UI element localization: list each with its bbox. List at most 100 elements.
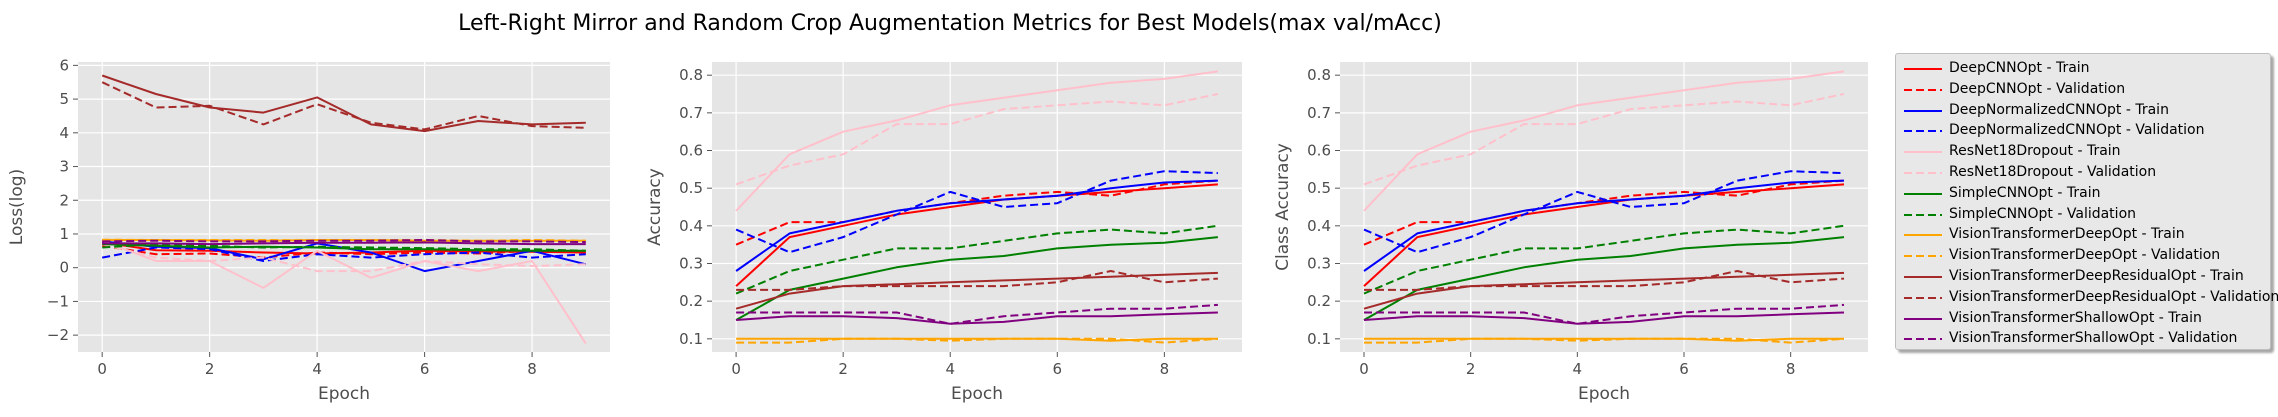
series-line-resnet18dropout-train <box>735 70 1219 212</box>
y-tick-label: −1 <box>47 292 69 310</box>
y-tick-label: 0.7 <box>679 104 703 122</box>
y-tick-label: 0.8 <box>1307 66 1331 84</box>
legend-label: DeepNormalizedCNNOpt - Validation <box>1949 122 2205 139</box>
x-tick-label: 2 <box>205 360 215 378</box>
legend-item: DeepNormalizedCNNOpt - Validation <box>1896 121 2272 141</box>
series-line-visiontransformershallowopt-validation <box>736 303 1218 325</box>
y-axis-label: Accuracy <box>645 168 665 246</box>
series-line-visiontransformerdeepopt-validation <box>736 337 1218 344</box>
legend-item: VisionTransformerDeepOpt - Validation <box>1896 246 2272 266</box>
legend-swatch <box>1904 109 1942 112</box>
subplots: 0 2 4 6 8 −2 −1 0 1 2 3 4 5 6 Epoch Loss(log) 0 2 4 6 8 0.1 0.… <box>7 56 1868 404</box>
series-line-visiontransformershallowopt-validation <box>1364 303 1845 325</box>
series-line-visiontransformershallowopt-train <box>102 241 586 246</box>
x-tick-label: 8 <box>1160 360 1170 378</box>
x-tick-label: 4 <box>945 360 955 378</box>
legend-label: VisionTransformerShallowOpt - Validation <box>1949 330 2238 347</box>
subplot-accuracy: 0 2 4 6 8 0.1 0.2 0.3 0.4 0.5 0.6 0.7 0.8 Epoch Accura… <box>645 62 1242 404</box>
x-tick-label: 8 <box>527 360 537 378</box>
y-tick-label: 0.4 <box>1307 217 1331 235</box>
legend-swatch <box>1904 172 1942 174</box>
legend-item: VisionTransformerShallowOpt - Validation <box>1896 329 2272 349</box>
plot-area <box>712 62 1242 352</box>
y-tick-label: 0.1 <box>1307 330 1331 348</box>
x-axis-label: Epoch <box>318 384 370 404</box>
subplot-loss-log-: 0 2 4 6 8 −2 −1 0 1 2 3 4 5 6 Epoch Loss(log) <box>7 56 610 404</box>
legend-swatch <box>1904 276 1942 278</box>
series-line-simplecnnopt-validation <box>1363 224 1845 295</box>
legend-item: VisionTransformerShallowOpt - Train <box>1896 309 2272 329</box>
x-axis-label: Epoch <box>951 384 1003 404</box>
y-axis-label: Loss(log) <box>7 169 27 245</box>
y-tick-label: 0.8 <box>679 66 703 84</box>
legend-item: DeepCNNOpt - Validation <box>1896 80 2272 100</box>
y-tick-label: 2 <box>59 191 69 209</box>
series-line-visiontransformershallowopt-validation <box>102 239 586 244</box>
legend-swatch <box>1904 296 1942 299</box>
legend-label: SimpleCNNOpt - Validation <box>1949 205 2137 222</box>
series-line-deepcnnopt-validation <box>102 244 586 259</box>
series-line-deepnormalizedcnnopt-train <box>735 179 1218 272</box>
x-axis-label: Epoch <box>1578 384 1630 404</box>
y-tick-label: 0.1 <box>679 330 703 348</box>
legend-label: ResNet18Dropout - Train <box>1949 143 2121 160</box>
y-tick-label: 0.7 <box>1307 104 1331 122</box>
series-line-deepnormalizedcnnopt-validation <box>735 170 1218 254</box>
series-line-resnet18dropout-validation <box>101 243 586 273</box>
y-tick-label: 0.3 <box>1307 254 1331 272</box>
legend-item: DeepCNNOpt - Train <box>1896 59 2272 79</box>
x-tick-label: 4 <box>312 360 322 378</box>
legend-swatch <box>1904 317 1942 320</box>
series-line-resnet18dropout-train <box>1363 70 1845 212</box>
series-line-visiontransformerdeepopt-validation <box>1364 337 1845 344</box>
series-line-visiontransformershallowopt-train <box>736 311 1218 325</box>
series-line-visiontransformerdeepresidualopt-validation <box>1364 270 1845 291</box>
series-line-deepcnnopt-train <box>1363 183 1845 287</box>
legend-item: VisionTransformerDeepOpt - Train <box>1896 225 2272 245</box>
legend-swatch <box>1904 130 1942 133</box>
legend-item: VisionTransformerDeepResidualOpt - Valid… <box>1896 288 2278 308</box>
legend-label: DeepCNNOpt - Train <box>1949 60 2090 76</box>
x-tick-label: 8 <box>1786 360 1796 378</box>
y-tick-label: 5 <box>59 90 69 108</box>
x-tick-label: 0 <box>731 360 741 378</box>
y-tick-label: 0.6 <box>679 142 703 160</box>
y-tick-label: 0.3 <box>679 254 703 272</box>
legend-item: DeepNormalizedCNNOpt - Train <box>1896 101 2272 121</box>
y-axis-label: Class Accuracy <box>1273 143 1293 271</box>
legend-swatch <box>1904 68 1942 70</box>
legend-swatch <box>1904 213 1942 216</box>
series-line-resnet18dropout-validation <box>735 93 1219 186</box>
y-tick-label: 3 <box>59 158 69 176</box>
series-line-deepnormalizedcnnopt-validation <box>102 246 586 262</box>
legend-label: VisionTransformerDeepOpt - Validation <box>1949 247 2221 264</box>
y-tick-label: 1 <box>59 225 69 243</box>
legend-swatch <box>1904 151 1942 154</box>
series-line-simplecnnopt-train <box>735 236 1219 321</box>
legend-label: VisionTransformerDeepResidualOpt - Train <box>1949 268 2244 284</box>
y-tick-label: 0.5 <box>1307 179 1331 197</box>
series-line-simplecnnopt-train <box>102 243 586 252</box>
legend-label: SimpleCNNOpt - Train <box>1949 184 2101 201</box>
plot-area <box>78 62 610 352</box>
series-line-simplecnnopt-train <box>1363 236 1845 321</box>
series-line-deepnormalizedcnnopt-validation <box>1363 170 1845 254</box>
legend-swatch <box>1904 255 1942 258</box>
legend-item: SimpleCNNOpt - Train <box>1896 184 2272 204</box>
x-tick-label: 0 <box>1359 360 1369 378</box>
x-tick-label: 6 <box>420 360 430 378</box>
legend-label: ResNet18Dropout - Validation <box>1949 164 2157 180</box>
y-tick-label: 0 <box>59 259 69 277</box>
x-tick-label: 2 <box>838 360 848 378</box>
x-tick-label: 6 <box>1053 360 1063 378</box>
legend-swatch <box>1904 88 1942 91</box>
y-tick-label: 6 <box>59 56 69 74</box>
x-tick-label: 2 <box>1466 360 1476 378</box>
series-line-resnet18dropout-train <box>101 239 587 345</box>
legend-label: DeepNormalizedCNNOpt - Train <box>1949 101 2169 118</box>
legend-item: ResNet18Dropout - Train <box>1896 142 2272 162</box>
series-line-deepnormalizedcnnopt-train <box>1363 179 1845 272</box>
series-line-visiontransformerdeepresidualopt-train <box>101 74 586 133</box>
x-tick-label: 0 <box>97 360 107 378</box>
